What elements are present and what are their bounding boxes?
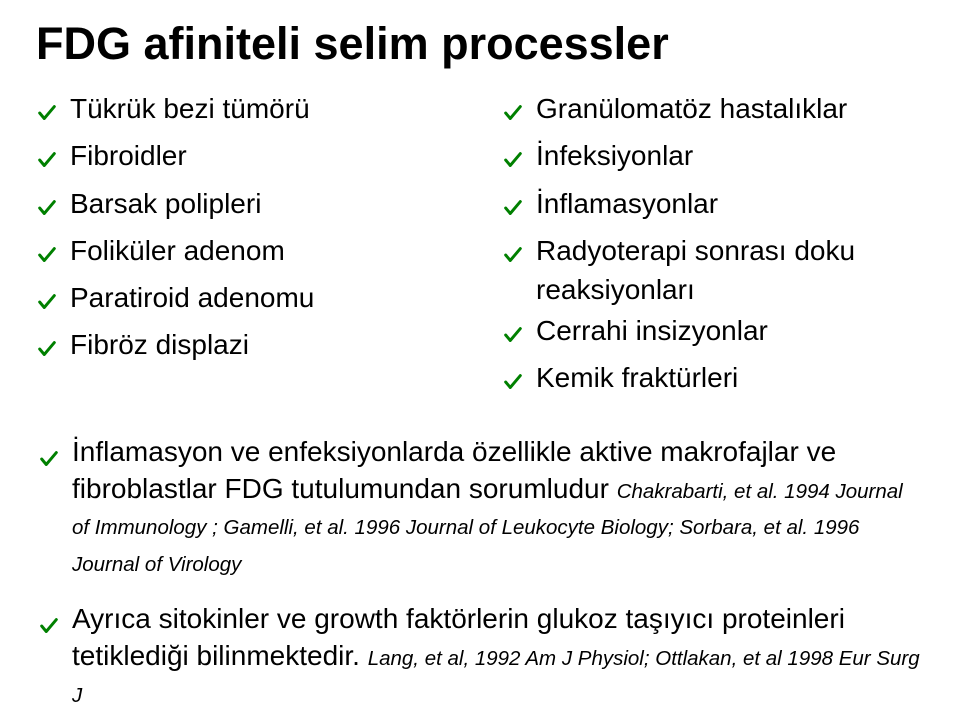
- list-item: Paratiroid adenomu: [36, 278, 458, 323]
- list-item-text: Paratiroid adenomu: [70, 278, 314, 317]
- left-column: Tükrük bezi tümörü Fibroidler Barsak polip…: [36, 89, 458, 405]
- lower-item-text: Ayrıca sitokinler ve growth faktörlerin …: [72, 601, 924, 702]
- list-item: Fibröz displazi: [36, 325, 458, 370]
- slide-title: FDG afiniteli selim processler: [36, 20, 924, 67]
- list-item-text: Fibröz displazi: [70, 325, 249, 364]
- checkmark-icon: [36, 142, 58, 181]
- lower-list: İnflamasyon ve enfeksiyonlarda özellikle…: [36, 434, 924, 702]
- lower-item-text: İnflamasyon ve enfeksiyonlarda özellikle…: [72, 434, 924, 582]
- list-item: Radyoterapi sonrası doku reaksiyonları: [502, 231, 924, 309]
- list-item-text: Kemik fraktürleri: [536, 358, 738, 397]
- checkmark-icon: [502, 190, 524, 229]
- right-column: Granülomatöz hastalıklar İnfeksiyonlar İnf…: [502, 89, 924, 405]
- checkmark-icon: [502, 317, 524, 356]
- list-item-text: Barsak polipleri: [70, 184, 261, 223]
- list-item: Fibroidler: [36, 136, 458, 181]
- list-item-text: Tükrük bezi tümörü: [70, 89, 310, 128]
- checkmark-icon: [502, 142, 524, 181]
- list-item-text: Foliküler adenom: [70, 231, 285, 270]
- list-item-text: İnfeksiyonlar: [536, 136, 693, 175]
- checkmark-icon: [36, 331, 58, 370]
- lower-list-item: Ayrıca sitokinler ve growth faktörlerin …: [38, 601, 924, 702]
- list-item: Tükrük bezi tümörü: [36, 89, 458, 134]
- list-item: İnflamasyonlar: [502, 184, 924, 229]
- checkmark-icon: [36, 190, 58, 229]
- list-item-text: İnflamasyonlar: [536, 184, 718, 223]
- checkmark-icon: [36, 237, 58, 276]
- list-item: Cerrahi insizyonlar: [502, 311, 924, 356]
- list-item: Barsak polipleri: [36, 184, 458, 229]
- checkmark-icon: [36, 284, 58, 323]
- list-item: İnfeksiyonlar: [502, 136, 924, 181]
- list-item: Foliküler adenom: [36, 231, 458, 276]
- two-column-layout: Tükrük bezi tümörü Fibroidler Barsak polip…: [36, 89, 924, 405]
- lower-list-item: İnflamasyon ve enfeksiyonlarda özellikle…: [38, 434, 924, 582]
- checkmark-icon: [36, 95, 58, 134]
- list-item-text: Radyoterapi sonrası doku reaksiyonları: [536, 231, 924, 309]
- list-item-text: Cerrahi insizyonlar: [536, 311, 768, 350]
- list-item: Granülomatöz hastalıklar: [502, 89, 924, 134]
- list-item-text: Fibroidler: [70, 136, 187, 175]
- checkmark-icon: [38, 443, 60, 480]
- checkmark-icon: [502, 95, 524, 134]
- slide-container: FDG afiniteli selim processler Tükrük be…: [0, 0, 960, 702]
- checkmark-icon: [502, 237, 524, 276]
- list-item: Kemik fraktürleri: [502, 358, 924, 403]
- list-item-text: Granülomatöz hastalıklar: [536, 89, 847, 128]
- checkmark-icon: [502, 364, 524, 403]
- checkmark-icon: [38, 610, 60, 647]
